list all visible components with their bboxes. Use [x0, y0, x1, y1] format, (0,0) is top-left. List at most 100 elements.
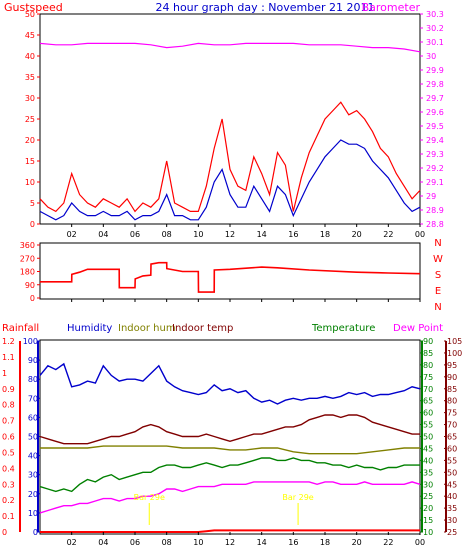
- dew-point-tick-label: 60: [447, 444, 457, 453]
- temperature-tick-label: 55: [423, 421, 433, 430]
- humidity-tick-label: 50: [28, 433, 38, 442]
- rainfall-tick-label: 0.9: [2, 385, 15, 394]
- gustspeed-tick-label: 10: [25, 178, 35, 187]
- barometer-tick-label: 29.1: [426, 178, 444, 187]
- time-tick-label: 18: [320, 538, 330, 547]
- barometer-tick-label: 29: [426, 192, 436, 201]
- temperature-tick-label: 70: [423, 385, 433, 394]
- rainfall-title: Rainfall: [2, 323, 39, 334]
- gustspeed-line: [39, 101, 421, 213]
- dew-point-tick-label: 105: [447, 337, 462, 346]
- gustspeed-tick-label: 50: [25, 10, 35, 19]
- gustspeed-tick-label: 35: [25, 73, 35, 82]
- time-tick-label: 06: [130, 230, 140, 239]
- rainfall-tick-label: 0.1: [2, 512, 15, 521]
- rainfall-tick-label: 0.4: [2, 464, 15, 473]
- humidity-title: Humidity: [67, 323, 112, 334]
- humidity-tick-label: 10: [28, 509, 38, 518]
- wind-series: [39, 42, 421, 221]
- barometer-tick-label: 30: [426, 52, 436, 61]
- temperature-tick-label: 50: [423, 433, 433, 442]
- time-tick-label: 04: [98, 538, 108, 547]
- time-tick-label: 04: [98, 230, 108, 239]
- temperature-tick-label: 25: [423, 492, 433, 501]
- temperature-time-axis: 02 04 06 08 10 12 14 16 18 20 22 00: [67, 532, 425, 547]
- time-tick-label: 08: [162, 538, 172, 547]
- time-tick-label: 20: [352, 230, 362, 239]
- time-tick-label: 14: [257, 538, 267, 547]
- humidity-tick-label: 80: [28, 375, 38, 384]
- rainfall-tick-label: 0.2: [2, 496, 15, 505]
- rainfall-tick-label: 0.3: [2, 480, 15, 489]
- direction-series: [40, 261, 421, 293]
- temperature-tick-label: 20: [423, 504, 433, 513]
- time-tick-label: 22: [383, 538, 393, 547]
- dew-point-tick-label: 50: [447, 468, 457, 477]
- compass-letter: E: [435, 286, 441, 297]
- barometer-tick-label: 29.4: [426, 136, 444, 145]
- rain-marker-label: Bar 29e: [134, 493, 165, 502]
- rainfall-tick-label: 1.1: [2, 353, 15, 362]
- time-tick-label: 08: [162, 230, 172, 239]
- indoor-hum-line: [40, 445, 420, 455]
- time-tick-label: 20: [352, 538, 362, 547]
- direction-tick-label: 180: [20, 268, 35, 277]
- windspeed-line: [39, 139, 421, 221]
- rainfall-tick-label: 0.7: [2, 417, 15, 426]
- rainfall-tick-label: 0.8: [2, 401, 15, 410]
- barometer-tick-label: 30.2: [426, 24, 444, 33]
- time-tick-label: 12: [225, 538, 235, 547]
- temperature-panel-axes: 0 0.1 0.2 0.3 0.4 0.5 0.6 0.7 0.8 0.9 1 1.1 1.2 0 10 20…: [2, 337, 462, 537]
- humidity-tick-label: 30: [28, 471, 38, 480]
- barometer-title: Barometer: [362, 1, 421, 14]
- gustspeed-title: Gustspeed: [4, 1, 63, 14]
- gustspeed-tick-label: 45: [25, 31, 35, 40]
- barometer-tick-label: 30.1: [426, 38, 444, 47]
- temperature-tick-label: 30: [423, 480, 433, 489]
- dew-point-tick-label: 65: [447, 433, 457, 442]
- barometer-tick-label: 29.8: [426, 80, 444, 89]
- direction-tick-label: 360: [20, 241, 35, 250]
- temperature-tick-label: 90: [423, 337, 433, 346]
- time-tick-label: 00: [415, 230, 425, 239]
- dew-point-tick-label: 80: [447, 397, 457, 406]
- temperature-title: Temperature: [311, 323, 375, 334]
- wind-plot-frame: [39, 13, 421, 225]
- direction-tick-label: 90: [25, 281, 35, 290]
- humidity-tick-label: 70: [28, 394, 38, 403]
- time-tick-label: 02: [67, 538, 77, 547]
- compass-letter: N: [434, 238, 441, 249]
- barometer-tick-label: 28.8: [426, 220, 444, 229]
- temperature-tick-label: 75: [423, 373, 433, 382]
- barometer-tick-label: 30.3: [426, 10, 444, 19]
- direction-tick-label: 0: [30, 294, 35, 303]
- barometer-tick-label: 29.3: [426, 150, 444, 159]
- rainfall-tick-label: 0: [2, 528, 7, 537]
- dew-point-tick-label: 75: [447, 409, 457, 418]
- time-tick-label: 16: [288, 230, 298, 239]
- time-tick-label: 10: [193, 538, 203, 547]
- dew-point-tick-label: 35: [447, 504, 457, 513]
- compass-letter: S: [435, 270, 441, 281]
- temperature-tick-label: 40: [423, 456, 433, 465]
- time-tick-label: 18: [320, 230, 330, 239]
- temperature-tick-label: 80: [423, 361, 433, 370]
- temperature-series: [39, 362, 421, 533]
- direction-axis: 0 90 180 270 360: [20, 241, 40, 303]
- dew-point-title: Dew Point: [393, 323, 443, 334]
- dew-point-tick-label: 30: [447, 516, 457, 525]
- temperature-tick-label: 60: [423, 409, 433, 418]
- indoor-hum-title: Indoor hum: [118, 323, 176, 334]
- dew-point-tick-label: 45: [447, 480, 457, 489]
- dew-point-tick-label: 55: [447, 456, 457, 465]
- gustspeed-tick-label: 40: [25, 52, 35, 61]
- time-tick-label: 02: [67, 230, 77, 239]
- humidity-tick-label: 90: [28, 356, 38, 365]
- rainfall-tick-label: 0.5: [2, 448, 15, 457]
- gustspeed-axis: 0 5 10 15 20 25 30 35 40 45 50: [25, 10, 40, 229]
- time-tick-label: 10: [193, 230, 203, 239]
- barometer-tick-label: 28.9: [426, 206, 444, 215]
- temperature-tick-label: 45: [423, 444, 433, 453]
- time-tick-label: 00: [415, 538, 425, 547]
